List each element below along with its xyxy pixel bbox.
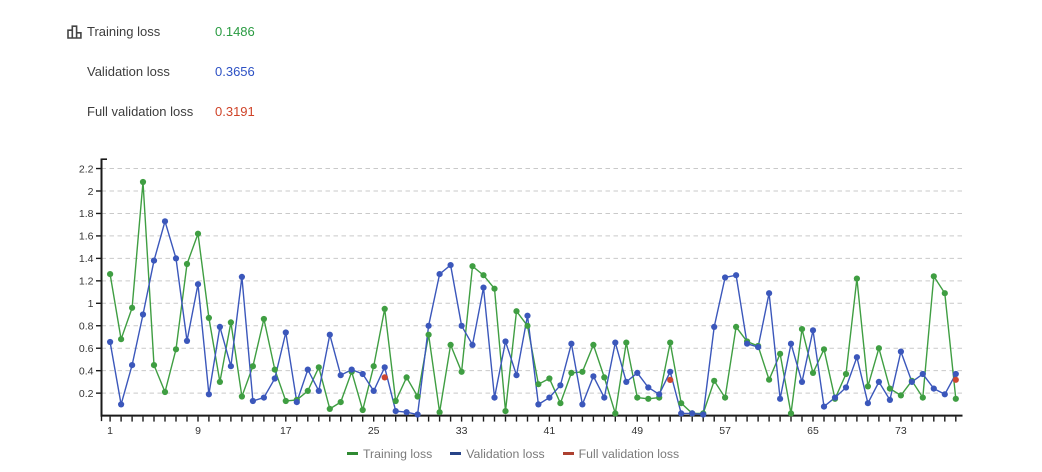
svg-text:1.8: 1.8 xyxy=(79,208,94,220)
svg-text:0.6: 0.6 xyxy=(79,343,94,355)
svg-text:57: 57 xyxy=(719,425,731,437)
svg-text:65: 65 xyxy=(807,425,819,437)
svg-text:1: 1 xyxy=(107,425,113,437)
svg-text:2: 2 xyxy=(88,186,94,198)
svg-text:1.6: 1.6 xyxy=(79,231,94,243)
svg-text:41: 41 xyxy=(544,425,556,437)
svg-text:49: 49 xyxy=(631,425,643,437)
svg-text:0.4: 0.4 xyxy=(79,365,94,377)
svg-text:25: 25 xyxy=(368,425,380,437)
svg-text:73: 73 xyxy=(895,425,907,437)
svg-text:33: 33 xyxy=(456,425,468,437)
svg-text:1.4: 1.4 xyxy=(79,253,94,265)
svg-text:1: 1 xyxy=(88,298,94,310)
svg-text:2.2: 2.2 xyxy=(79,163,94,175)
svg-text:9: 9 xyxy=(195,425,201,437)
svg-text:0.2: 0.2 xyxy=(79,388,94,400)
svg-text:17: 17 xyxy=(280,425,292,437)
svg-text:1.2: 1.2 xyxy=(79,276,94,288)
svg-text:0.8: 0.8 xyxy=(79,321,94,333)
